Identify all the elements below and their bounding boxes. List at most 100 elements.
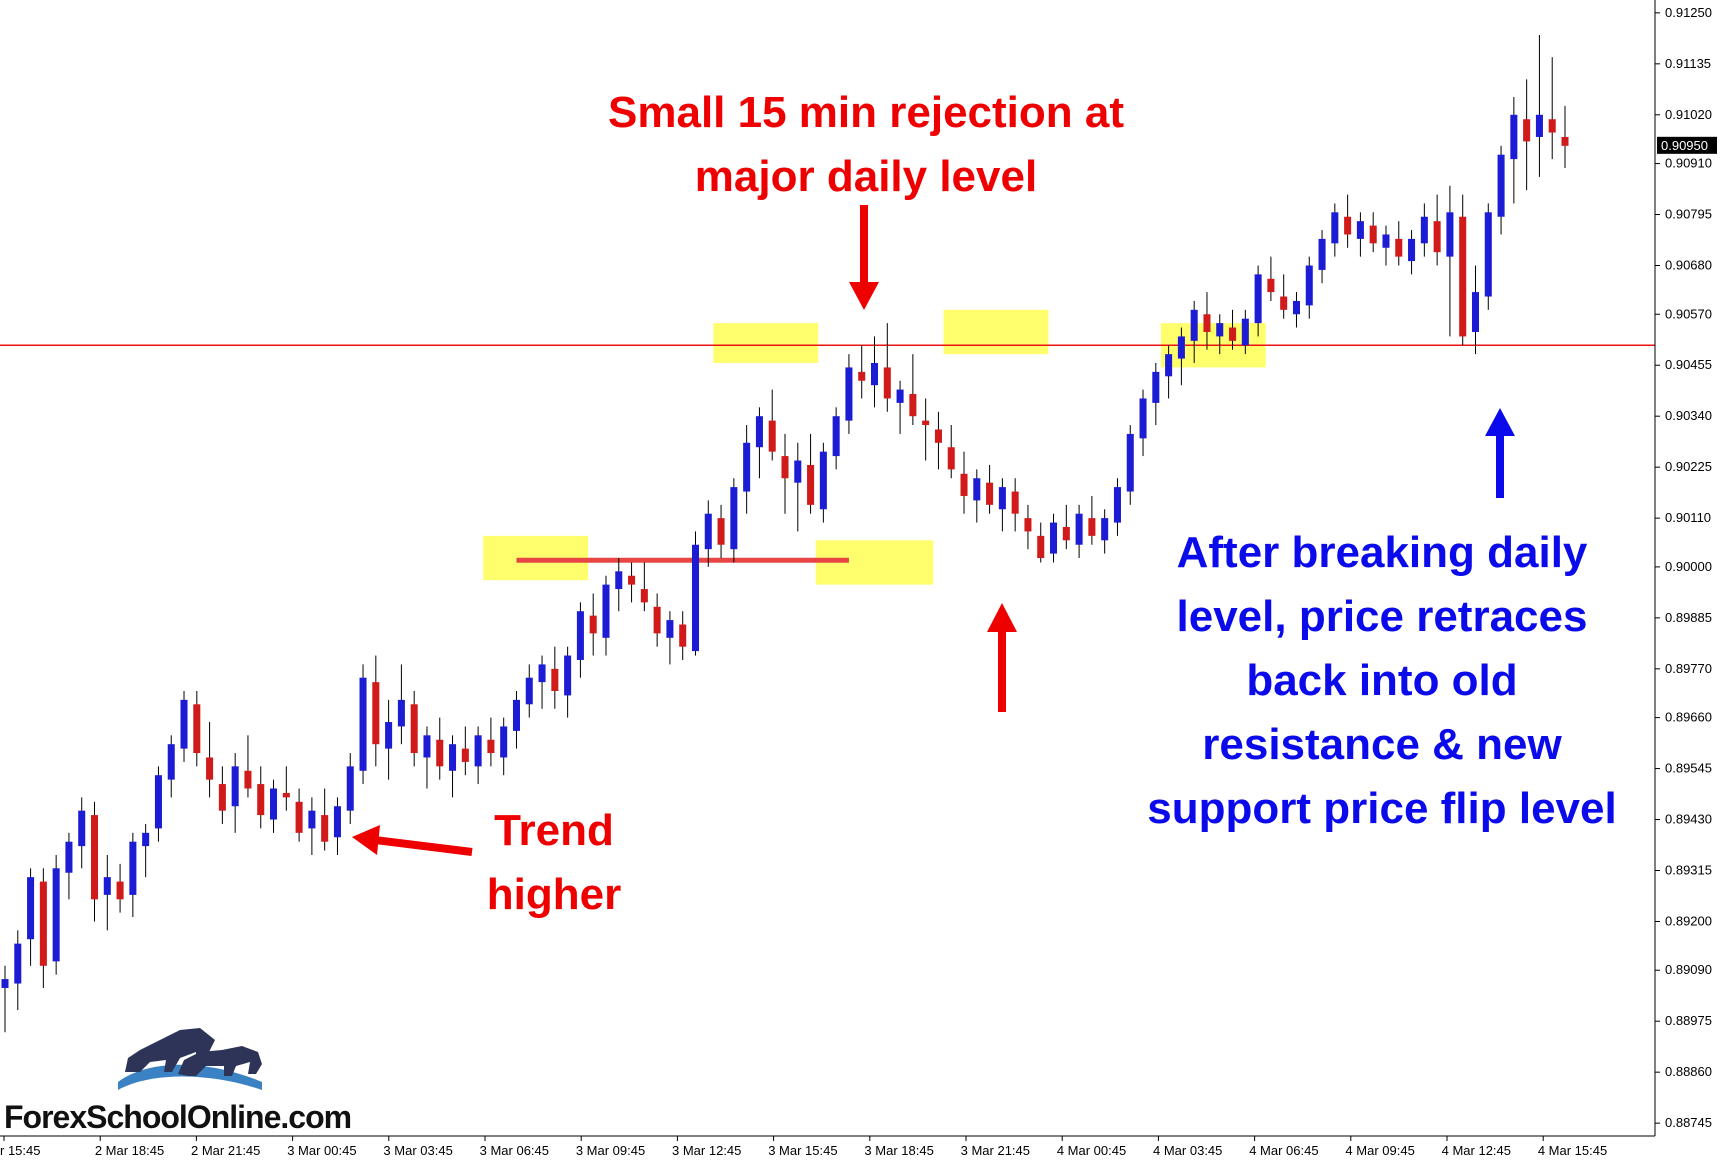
candle — [14, 930, 22, 1011]
retrace-line-3: back into old — [1246, 656, 1517, 705]
candle — [1229, 309, 1237, 350]
candle-body — [410, 704, 418, 754]
candle — [1497, 145, 1505, 235]
candle-body — [998, 487, 1006, 510]
candle-body — [1510, 114, 1518, 160]
candle — [218, 766, 226, 824]
candle-body — [1318, 238, 1326, 270]
candle — [768, 389, 776, 461]
x-tick-label: 2 Mar 18:45 — [95, 1143, 164, 1158]
candle-body — [103, 877, 111, 895]
candle-body — [449, 744, 457, 771]
y-tick-label: 0.90000 — [1665, 559, 1712, 574]
candle — [180, 690, 188, 762]
candle-body — [1139, 398, 1147, 439]
candle — [538, 655, 546, 709]
candle — [691, 531, 700, 656]
candle-body — [167, 744, 175, 780]
y-tick-label: 0.91020 — [1665, 107, 1712, 122]
candle — [359, 664, 367, 785]
candle-body — [691, 544, 700, 652]
x-tick-label: 4 Mar 00:45 — [1057, 1143, 1126, 1158]
candle — [1216, 314, 1224, 355]
candle — [794, 442, 802, 532]
candle — [922, 398, 930, 461]
current-price-label: 0.90950 — [1661, 138, 1708, 153]
x-tick-label: 3 Mar 09:45 — [576, 1143, 645, 1158]
candle — [78, 797, 86, 869]
candle-body — [1292, 300, 1300, 315]
y-tick-label: 0.90795 — [1665, 207, 1712, 222]
candle — [461, 726, 469, 776]
current-price-tag: 0.90950 — [1657, 136, 1717, 154]
x-tick-label: 4 Mar 12:45 — [1442, 1143, 1511, 1158]
candle-body — [206, 757, 214, 780]
rejection-line-2: major daily level — [695, 152, 1037, 201]
candle-body — [1471, 292, 1480, 332]
candle-body — [564, 655, 572, 696]
candle — [129, 832, 137, 918]
candle — [474, 726, 482, 785]
candle-body — [1459, 216, 1467, 337]
candle-body — [717, 518, 725, 545]
candle — [934, 411, 942, 470]
x-tick-label: 3 Mar 21:45 — [961, 1143, 1030, 1158]
retrace-annotation: After breaking daily level, price retrac… — [1147, 528, 1616, 833]
arrow-up-support — [987, 603, 1017, 712]
candle-body — [1037, 535, 1045, 559]
candle-body — [116, 881, 124, 900]
x-tick-label: 4 Mar 09:45 — [1345, 1143, 1414, 1158]
candle-body — [1229, 327, 1237, 341]
candle — [998, 478, 1006, 532]
candle — [372, 655, 380, 767]
candle-body — [1305, 265, 1313, 306]
highlight-zone-3 — [943, 309, 1049, 355]
candle-body — [27, 877, 35, 940]
candle — [1, 965, 9, 1033]
candle-body — [244, 770, 252, 789]
candle — [870, 336, 879, 408]
candle-body — [1356, 221, 1364, 239]
candle — [449, 735, 457, 798]
x-tick-label: 3 Mar 15:45 — [768, 1143, 837, 1158]
candle-body — [1446, 212, 1454, 257]
highlight-zone-1 — [713, 323, 819, 364]
candle-body — [231, 766, 239, 807]
candle-body — [525, 677, 533, 705]
candle — [845, 354, 853, 434]
candle-body — [922, 420, 930, 426]
candle-body — [679, 624, 687, 647]
candle — [103, 854, 111, 931]
candle — [52, 854, 60, 975]
candle-body — [858, 371, 866, 381]
candle-body — [1548, 119, 1556, 133]
candle-body — [615, 571, 623, 590]
candle — [1523, 79, 1531, 191]
candle — [397, 664, 405, 745]
candle — [960, 451, 968, 514]
candle-body — [423, 735, 431, 758]
candle-body — [845, 367, 853, 421]
candle-body — [819, 451, 827, 510]
candle-body — [1369, 225, 1377, 244]
candle-body — [768, 420, 776, 452]
candle — [819, 442, 827, 523]
candle-body — [883, 367, 891, 399]
candle-body — [14, 943, 22, 984]
y-tick-label: 0.90225 — [1665, 459, 1712, 474]
candle — [1446, 185, 1454, 337]
logo-text: ForexSchoolOnline.com — [4, 1099, 351, 1135]
candle — [244, 735, 252, 798]
candle — [1356, 212, 1364, 257]
candle-body — [653, 606, 661, 634]
x-tick-label: r 15:45 — [0, 1143, 40, 1158]
candle — [615, 558, 623, 612]
candle — [410, 690, 418, 767]
candle-body — [781, 456, 789, 479]
candle-body — [1331, 212, 1339, 244]
candle-body — [142, 832, 150, 847]
candle — [1152, 363, 1160, 426]
candle-body — [39, 881, 47, 966]
y-tick-label: 0.90455 — [1665, 357, 1712, 372]
candle-body — [180, 699, 188, 749]
